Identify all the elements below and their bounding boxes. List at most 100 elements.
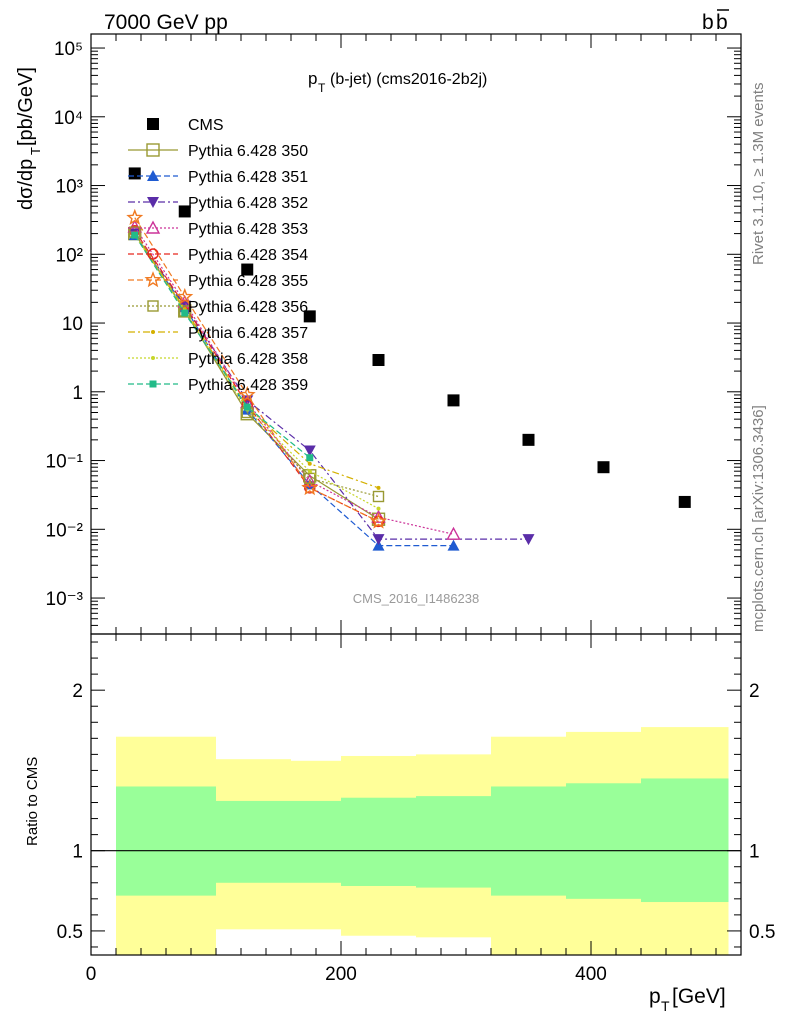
legend-item: Pythia 6.428 353 — [128, 220, 308, 238]
ratio-panel: 0 200 400 0.5 0.5 1 1 2 2 — [57, 633, 775, 985]
legend-label: Pythia 6.428 356 — [188, 299, 308, 316]
ratio-y-tick-label: 0.5 — [57, 922, 83, 943]
plot-title: p T (b-jet) (cms2016-2b2j) — [308, 69, 487, 95]
x-tick-label: 400 — [575, 964, 607, 985]
data-point — [128, 167, 141, 180]
ratio-y-tick-label-right: 0.5 — [749, 922, 775, 943]
legend-item: Pythia 6.428 350 — [128, 143, 308, 160]
ratio-y-axis-label: Ratio to CMS — [24, 757, 41, 846]
legend-item: Pythia 6.428 356 — [128, 299, 308, 316]
legend-label: Pythia 6.428 353 — [188, 221, 308, 238]
data-point — [376, 506, 381, 511]
legend-label: Pythia 6.428 357 — [188, 325, 308, 342]
legend-marker — [147, 197, 159, 208]
data-point — [522, 433, 535, 446]
legend-marker — [146, 143, 160, 157]
legend-item: Pythia 6.428 358 — [128, 351, 308, 368]
data-point — [376, 485, 381, 490]
legend-item: Pythia 6.428 352 — [128, 195, 308, 212]
legend-item: Pythia 6.428 355 — [128, 271, 308, 290]
ratio-green-band-5 — [491, 786, 566, 896]
legend-marker — [151, 330, 155, 334]
legend-marker — [144, 271, 162, 288]
data-point — [522, 534, 535, 546]
data-point — [178, 205, 191, 218]
data-point — [243, 403, 251, 411]
ratio-green-band-6 — [566, 783, 641, 899]
legend-marker — [149, 380, 157, 388]
ratio-green-band-7 — [641, 778, 729, 903]
data-point — [597, 461, 610, 474]
legend-item: Pythia 6.428 351 — [128, 169, 308, 186]
data-point — [238, 385, 256, 403]
upper-y-axis-label: dσ/dp T [pb/GeV] — [15, 67, 43, 210]
ratio-y-tick-label-right: 2 — [749, 681, 760, 702]
data-point — [369, 512, 388, 529]
legend-marker — [151, 356, 155, 360]
data-point — [372, 354, 385, 367]
main-panel: 10⁻³ 10⁻² 10⁻¹ 1 10 10² 10³ 10⁴ 10⁵ CMS Pythia 6.4… — [46, 33, 742, 635]
series-line — [134, 231, 379, 498]
x-axis-label: p T [GeV] — [649, 985, 726, 1014]
legend-label: Pythia 6.428 359 — [188, 377, 308, 394]
legend-marker — [145, 220, 161, 234]
data-point — [304, 472, 316, 485]
data-point — [303, 310, 316, 323]
data-point — [181, 309, 189, 317]
legend-item: Pythia 6.428 359 — [128, 377, 308, 394]
legend: CMS Pythia 6.428 350 Pythia 6.428 351 Pythi… — [128, 117, 308, 394]
series-line — [134, 234, 379, 510]
x-tick-label: 200 — [325, 964, 357, 985]
legend-marker — [147, 170, 159, 181]
y-tick-label: 10⁻¹ — [46, 452, 84, 473]
svg-text:b: b — [702, 11, 714, 34]
ratio-green-band-2 — [291, 800, 341, 883]
legend-label: CMS — [188, 117, 224, 134]
rivet-label: Rivet 3.1.10, ≥ 1.3M events — [750, 83, 767, 266]
data-point — [446, 526, 461, 540]
analysis-watermark: CMS_2016_I1486238 — [353, 591, 480, 606]
svg-text:[GeV]: [GeV] — [672, 985, 726, 1008]
y-tick-label: 10⁻³ — [46, 589, 84, 610]
legend-item: Pythia 6.428 357 — [128, 325, 308, 342]
data-point — [302, 473, 317, 487]
y-tick-label: 10⁵ — [54, 39, 83, 60]
ratio-y-tick-label-right: 1 — [749, 842, 760, 863]
data-point — [306, 454, 314, 462]
data-point — [126, 208, 144, 226]
series-6 — [126, 208, 388, 529]
svg-text:(b-jet) (cms2016-2b2j): (b-jet) (cms2016-2b2j) — [330, 71, 487, 88]
y-tick-label: 10³ — [56, 177, 83, 198]
y-tick-label: 10² — [56, 245, 83, 266]
ratio-green-band-0 — [116, 786, 216, 896]
svg-text:p: p — [649, 985, 661, 1008]
legend-label: Pythia 6.428 358 — [188, 351, 308, 368]
data-point — [176, 287, 194, 305]
legend-label: Pythia 6.428 350 — [188, 143, 308, 160]
legend-marker — [147, 300, 159, 312]
legend-item: CMS — [147, 117, 224, 134]
data-point — [372, 490, 385, 503]
ratio-green-band-4 — [416, 796, 491, 888]
data-point — [303, 445, 316, 457]
data-point — [447, 394, 460, 407]
y-tick-label: 1 — [72, 383, 83, 404]
series-line — [134, 233, 529, 540]
data-point — [241, 263, 254, 276]
legend-label: Pythia 6.428 351 — [188, 169, 308, 186]
data-point — [372, 534, 385, 546]
series-line — [134, 217, 379, 523]
ratio-green-band-1 — [216, 800, 291, 883]
svg-text:T: T — [318, 81, 326, 95]
data-point — [131, 231, 139, 239]
series-line — [134, 234, 454, 547]
legend-marker — [147, 248, 159, 260]
data-point — [678, 495, 691, 508]
ratio-green-band-3 — [341, 797, 416, 886]
svg-text:dσ/dp: dσ/dp — [15, 159, 37, 210]
x-tick-label: 0 — [86, 964, 97, 985]
series-line — [134, 234, 311, 459]
data-point — [307, 469, 312, 474]
data-point — [307, 461, 312, 466]
